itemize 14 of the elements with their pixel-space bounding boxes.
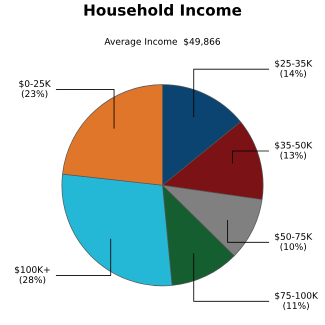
data-label: (10%) xyxy=(280,243,306,252)
slice-label: $75-100K xyxy=(275,292,318,300)
data-label: (14%) xyxy=(280,70,306,78)
slice-label: $0-25K xyxy=(19,80,51,88)
slice-label: $35-50K xyxy=(275,142,312,150)
data-label: (23%) xyxy=(22,90,48,98)
chart-subtitle: Average Income $49,866 xyxy=(104,38,220,47)
data-label: (11%) xyxy=(283,302,309,310)
slice-label: $25-35K xyxy=(275,60,312,68)
data-label: (28%) xyxy=(20,276,46,284)
slice-label: $100K+ xyxy=(14,266,50,274)
chart-title: Household Income xyxy=(84,4,242,16)
data-label: (13%) xyxy=(280,152,306,160)
slice-label: $50-75K xyxy=(275,232,312,242)
